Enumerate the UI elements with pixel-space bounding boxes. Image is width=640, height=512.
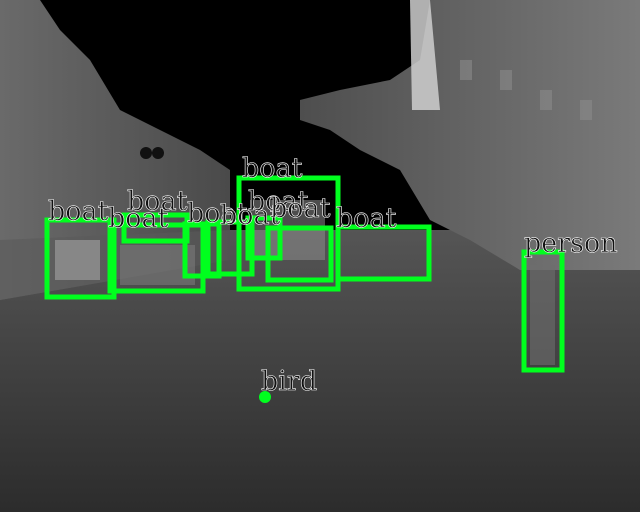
detection-box-boat <box>335 224 432 282</box>
detection-boxes <box>44 175 565 403</box>
detection-box-boat <box>245 215 283 261</box>
detection-label: boat <box>127 186 188 217</box>
detection-box-boat <box>205 219 255 277</box>
detection-label: boat <box>270 193 331 224</box>
detection-label: boat <box>48 196 109 227</box>
detection-box-boat <box>107 222 206 294</box>
pedestrian-shape <box>530 265 555 365</box>
street-lamp <box>152 147 164 159</box>
detection-label: boat <box>108 203 169 234</box>
window <box>580 100 592 120</box>
right-buildings <box>300 0 640 270</box>
detection-box-boat <box>44 217 117 300</box>
detection-label: person <box>524 228 618 259</box>
detection-box-boat <box>182 221 222 279</box>
detection-box-person <box>521 249 565 373</box>
detection-label: boat <box>242 153 303 184</box>
detection-label: boat <box>248 186 309 217</box>
detection-label: boat <box>336 203 397 234</box>
window <box>500 70 512 90</box>
vehicle-shape <box>55 240 100 280</box>
window <box>540 90 552 110</box>
detection-label: boat <box>187 198 248 229</box>
detection-label: bird <box>261 366 317 397</box>
detection-label: boat <box>220 200 281 231</box>
right-tower-light <box>410 0 440 110</box>
detection-box-boat <box>265 225 334 283</box>
detection-box-bird <box>259 391 271 403</box>
street-lamp <box>140 147 152 159</box>
detection-labels: boat boat boat boat boat boat boat boat … <box>48 153 618 398</box>
window <box>460 60 472 80</box>
